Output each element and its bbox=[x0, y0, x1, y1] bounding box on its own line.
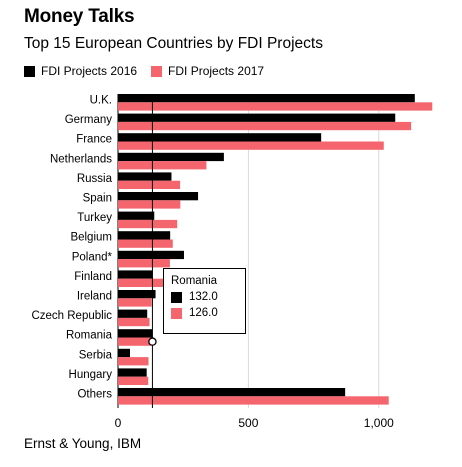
bar bbox=[118, 317, 150, 327]
bar bbox=[118, 180, 181, 189]
bar bbox=[118, 94, 415, 103]
legend-item-2016[interactable]: FDI Projects 2016 bbox=[24, 64, 137, 78]
bar bbox=[118, 192, 199, 201]
bar bbox=[118, 172, 172, 181]
bar bbox=[118, 211, 155, 220]
bar bbox=[118, 113, 396, 122]
bar bbox=[118, 388, 346, 397]
tooltip-row-2017: 126.0 bbox=[171, 307, 238, 319]
category-label: Czech Republic bbox=[31, 310, 112, 322]
category-label: Serbia bbox=[79, 349, 113, 361]
bar bbox=[118, 161, 207, 170]
legend-swatch-2016 bbox=[24, 65, 35, 77]
tooltip: Romania 132.0 126.0 bbox=[163, 268, 246, 334]
category-label: Spain bbox=[83, 193, 112, 205]
bar bbox=[118, 250, 184, 260]
category-label: France bbox=[76, 134, 112, 146]
bar bbox=[118, 290, 156, 299]
category-label: U.K. bbox=[90, 95, 112, 107]
category-label: Netherlands bbox=[50, 153, 112, 165]
chart-subtitle: Top 15 European Countries by FDI Project… bbox=[24, 35, 323, 52]
legend-label-2017: FDI Projects 2017 bbox=[168, 64, 265, 78]
bar bbox=[118, 298, 152, 307]
bar bbox=[118, 270, 153, 279]
bar bbox=[118, 259, 170, 268]
bar bbox=[118, 219, 178, 229]
tooltip-country: Romania bbox=[171, 275, 218, 287]
bar bbox=[118, 152, 224, 162]
bar bbox=[118, 231, 171, 240]
bar bbox=[118, 337, 151, 346]
bar bbox=[118, 200, 181, 209]
tooltip-swatch-2017 bbox=[171, 307, 182, 319]
bar bbox=[118, 368, 147, 377]
tooltip-value-2016: 132.0 bbox=[189, 291, 218, 303]
hover-marker-dot bbox=[148, 337, 157, 346]
bar bbox=[118, 278, 166, 287]
tooltip-value-2017: 126.0 bbox=[189, 307, 218, 319]
category-label: Others bbox=[77, 389, 112, 401]
bar bbox=[118, 357, 149, 366]
category-label: Russia bbox=[77, 173, 113, 185]
category-label: Turkey bbox=[77, 212, 112, 224]
bar bbox=[118, 141, 384, 150]
category-label: Hungary bbox=[69, 369, 113, 381]
legend-label-2016: FDI Projects 2016 bbox=[41, 64, 138, 78]
bar bbox=[118, 309, 148, 318]
bar bbox=[118, 121, 412, 131]
category-label: Belgium bbox=[70, 232, 112, 244]
bar bbox=[118, 329, 153, 338]
bar bbox=[118, 376, 149, 385]
x-tick-label: 500 bbox=[238, 416, 258, 430]
category-label: Ireland bbox=[77, 291, 112, 303]
bar bbox=[118, 133, 322, 142]
category-label: Romania bbox=[66, 330, 113, 342]
bar bbox=[118, 102, 433, 111]
category-label: Poland* bbox=[72, 251, 113, 263]
category-label: Germany bbox=[65, 114, 113, 126]
category-label: Finland bbox=[74, 271, 112, 283]
bar bbox=[118, 239, 173, 248]
legend-item-2017[interactable]: FDI Projects 2017 bbox=[151, 64, 264, 78]
bar bbox=[118, 396, 389, 405]
source-note: Ernst & Young, IBM bbox=[24, 436, 142, 451]
x-tick-label: 1,000 bbox=[364, 416, 394, 430]
chart-title: Money Talks bbox=[24, 6, 135, 27]
tooltip-swatch-2016 bbox=[171, 291, 182, 303]
bar bbox=[118, 348, 130, 358]
x-tick-label: 0 bbox=[115, 416, 122, 430]
tooltip-row-2016: 132.0 bbox=[171, 291, 238, 303]
legend: FDI Projects 2016 FDI Projects 2017 bbox=[24, 64, 278, 78]
legend-swatch-2017 bbox=[151, 65, 163, 77]
